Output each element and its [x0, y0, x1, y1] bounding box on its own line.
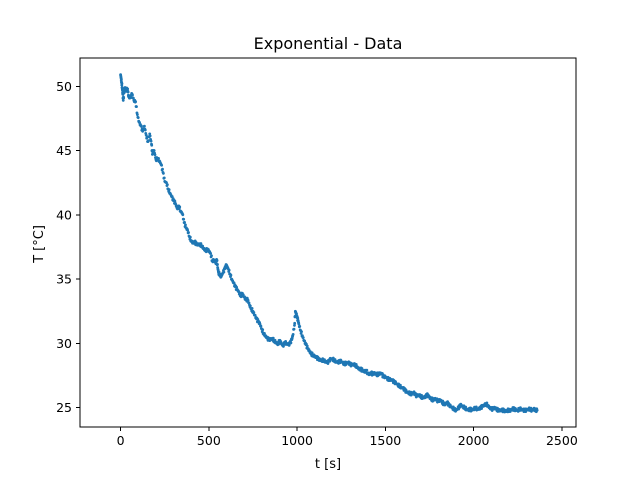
data-point [201, 244, 205, 248]
data-point [147, 139, 150, 143]
data-point [162, 172, 165, 175]
data-point [173, 199, 177, 203]
chart-title: Exponential - Data [254, 34, 403, 53]
data-point [474, 405, 478, 409]
y-tick-label: 50 [56, 79, 72, 94]
data-point [162, 176, 166, 180]
data-point [187, 231, 190, 234]
data-point [120, 82, 124, 85]
data-point [132, 96, 135, 100]
data-point [300, 330, 303, 334]
data-point [165, 183, 169, 187]
data-point [292, 327, 296, 331]
data-point [143, 128, 147, 132]
data-point [161, 167, 164, 171]
x-tick-label: 2500 [546, 433, 578, 448]
data-point [199, 242, 203, 245]
data-point [126, 87, 130, 91]
axes: 0 500 1000 1500 2000 2500 25 30 35 40 45 50 [56, 57, 578, 448]
data-point [188, 235, 192, 239]
data-point [293, 324, 296, 327]
data-point [139, 124, 143, 128]
data-point [131, 93, 134, 97]
plot-area [119, 73, 539, 414]
data-point [160, 163, 164, 167]
data-point [354, 363, 358, 366]
data-point [263, 332, 266, 335]
y-tick-label: 35 [56, 272, 72, 287]
data-point [148, 134, 152, 138]
data-point [157, 156, 160, 160]
data-point [305, 344, 309, 348]
data-point [150, 143, 154, 147]
data-point [365, 368, 369, 372]
data-point [485, 401, 489, 405]
data-point [289, 341, 293, 345]
data-point [181, 213, 185, 217]
data-point [246, 299, 250, 302]
data-point [227, 268, 231, 272]
data-point [136, 116, 140, 120]
data-point [182, 217, 186, 221]
data-point [149, 139, 153, 143]
data-point [222, 270, 226, 274]
y-tick-label: 45 [56, 143, 72, 158]
data-point [259, 324, 263, 328]
data-point [122, 96, 126, 100]
data-point [235, 285, 239, 289]
data-point [178, 205, 182, 209]
data-point [135, 113, 139, 116]
y-axis-label: T [°C] [32, 225, 47, 264]
x-tick-label: 2000 [458, 433, 490, 448]
data-point [229, 273, 233, 277]
y-tick-label: 40 [56, 207, 72, 222]
data-point [293, 321, 297, 325]
data-point [119, 77, 123, 81]
data-point [186, 228, 190, 232]
data-point [143, 124, 146, 128]
data-point [298, 324, 302, 328]
data-point [209, 252, 213, 255]
data-point [291, 332, 295, 336]
data-point [121, 99, 125, 102]
data-point [135, 105, 138, 108]
data-point [301, 336, 305, 340]
data-point [248, 304, 252, 308]
data-point [261, 328, 265, 332]
data-point [215, 259, 219, 263]
data-point [480, 407, 483, 410]
data-point [296, 316, 300, 320]
x-tick-label: 0 [117, 433, 125, 448]
data-point [216, 263, 219, 266]
data-point [535, 408, 539, 412]
series-0 [119, 73, 539, 414]
data-point [441, 399, 445, 403]
data-point [153, 153, 157, 157]
data-point [310, 351, 314, 355]
x-axis-label: t [s] [315, 457, 341, 472]
data-point [328, 359, 332, 363]
y-tick-label: 30 [56, 336, 72, 351]
data-point [210, 254, 213, 258]
y-tick-label: 25 [56, 400, 72, 415]
data-point [152, 149, 156, 152]
data-point [252, 311, 256, 314]
data-point [184, 223, 187, 227]
data-point [326, 362, 330, 365]
data-point [134, 100, 138, 104]
data-point [126, 90, 130, 94]
data-point [183, 220, 186, 224]
x-tick-label: 1000 [281, 433, 313, 448]
axes-frame [79, 57, 577, 428]
x-tick-label: 500 [197, 433, 221, 448]
data-point [167, 188, 171, 192]
data-point [271, 336, 275, 340]
data-point [457, 407, 461, 411]
data-point [250, 307, 254, 310]
data-point [297, 322, 301, 326]
x-tick-label: 1500 [369, 433, 401, 448]
